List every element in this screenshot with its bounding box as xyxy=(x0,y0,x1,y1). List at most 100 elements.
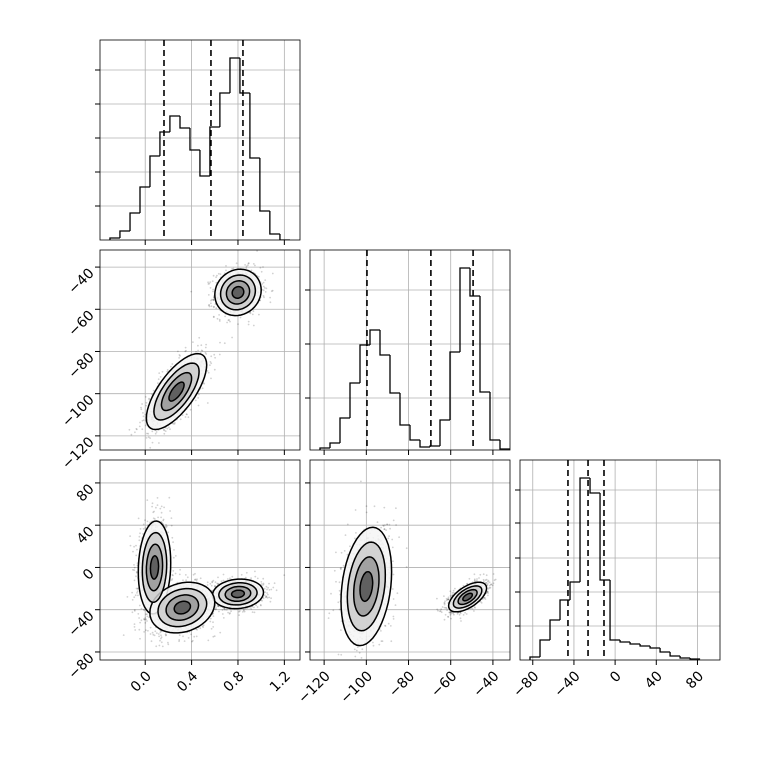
sample-point xyxy=(203,382,206,385)
x-tick-label: 0.4 xyxy=(174,668,201,695)
sample-point xyxy=(141,428,144,431)
sample-point xyxy=(147,436,150,439)
sample-point xyxy=(159,639,161,642)
x-tick-label: 1.2 xyxy=(267,668,294,695)
sample-point xyxy=(139,421,141,424)
x-tick-label: 0.8 xyxy=(221,668,248,695)
hist-step xyxy=(149,155,160,187)
sample-point xyxy=(145,401,148,404)
sample-point xyxy=(172,570,175,572)
sample-point xyxy=(162,519,165,522)
sample-point xyxy=(187,416,190,419)
sample-point xyxy=(138,425,141,428)
sample-point xyxy=(225,609,228,611)
sample-point xyxy=(209,281,212,283)
sample-point xyxy=(208,282,211,285)
sample-point xyxy=(167,531,170,534)
sample-point xyxy=(131,591,134,594)
sample-point xyxy=(249,312,252,315)
sample-point xyxy=(197,349,200,352)
sample-point xyxy=(209,361,212,363)
hist-step xyxy=(429,445,440,447)
sample-point xyxy=(222,579,225,582)
sample-point xyxy=(149,633,152,635)
sample-point xyxy=(142,415,145,418)
panel xyxy=(100,460,300,660)
sample-point xyxy=(147,432,150,435)
sample-point xyxy=(198,336,201,339)
sample-point xyxy=(132,550,134,553)
hist-step xyxy=(279,234,290,240)
sample-point xyxy=(145,629,147,632)
sample-point xyxy=(146,615,149,618)
sample-point xyxy=(152,633,155,636)
hist-step xyxy=(419,440,430,448)
sample-point xyxy=(181,414,184,416)
sample-point xyxy=(143,618,146,621)
sample-point xyxy=(253,606,255,609)
sample-point xyxy=(155,645,158,648)
sample-point xyxy=(263,594,266,597)
sample-point xyxy=(253,611,256,614)
sample-point xyxy=(196,628,199,631)
panel xyxy=(310,250,510,450)
sample-point xyxy=(262,582,265,585)
sample-point xyxy=(160,636,163,639)
sample-point xyxy=(172,422,175,425)
sample-point xyxy=(483,580,485,583)
sample-point xyxy=(195,635,198,638)
sample-point xyxy=(183,640,186,642)
sample-point xyxy=(151,441,154,444)
sample-point xyxy=(194,578,197,581)
sample-point xyxy=(216,274,218,277)
sample-point xyxy=(270,588,273,591)
sample-point xyxy=(482,573,485,576)
sample-point xyxy=(257,275,260,278)
sample-point xyxy=(223,607,226,610)
sample-point xyxy=(171,363,174,365)
sample-point xyxy=(159,507,162,510)
sample-point xyxy=(167,641,169,644)
sample-point xyxy=(212,635,215,638)
sample-point xyxy=(143,609,146,612)
sample-point xyxy=(210,362,213,365)
sample-point xyxy=(244,576,247,579)
sample-point xyxy=(217,605,220,608)
sample-point xyxy=(213,368,216,371)
sample-point xyxy=(214,608,217,611)
sample-point xyxy=(206,370,209,372)
sample-point xyxy=(264,591,266,594)
sample-point xyxy=(184,346,187,349)
sample-point xyxy=(151,505,154,508)
sample-point xyxy=(136,428,138,431)
sample-point xyxy=(168,426,170,429)
sample-point xyxy=(229,320,231,323)
sample-point xyxy=(193,635,196,638)
sample-point xyxy=(171,578,174,580)
sample-point xyxy=(210,302,212,305)
sample-point xyxy=(136,592,138,594)
sample-point xyxy=(160,641,163,644)
sample-point xyxy=(476,578,478,580)
sample-point xyxy=(270,290,273,293)
sample-point xyxy=(263,287,266,289)
sample-point xyxy=(139,637,141,640)
sample-point xyxy=(147,629,149,632)
sample-point xyxy=(178,357,181,359)
sample-point xyxy=(228,319,231,321)
sample-point xyxy=(164,634,167,637)
sample-point xyxy=(451,592,454,594)
hist-step xyxy=(489,392,500,441)
sample-point xyxy=(152,389,155,392)
sample-point xyxy=(142,533,144,535)
sample-point xyxy=(152,517,155,520)
sample-point xyxy=(160,637,162,640)
sample-point xyxy=(201,387,204,390)
sample-point xyxy=(213,353,216,356)
sample-point xyxy=(184,350,187,353)
sample-point xyxy=(459,612,462,614)
sample-point xyxy=(269,301,272,304)
sample-point xyxy=(487,580,489,583)
sample-point xyxy=(462,584,465,587)
sample-point xyxy=(217,605,220,608)
